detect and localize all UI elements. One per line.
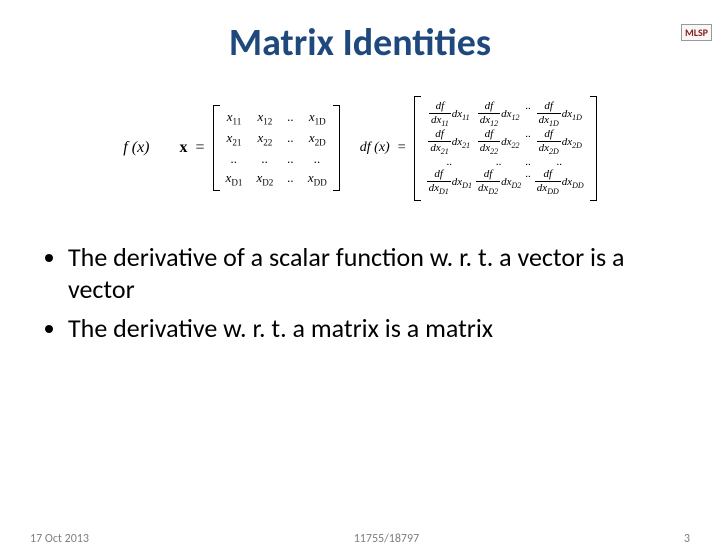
footer-date: 17 Oct 2013 <box>30 532 89 546</box>
slide-footer: 17 Oct 2013 11755/18797 3 <box>0 532 720 546</box>
footer-course: 11755/18797 <box>354 532 419 546</box>
matrix-cell: dfdx21dx21 <box>427 128 472 156</box>
matrix-cell: dfdx12dx12 <box>476 100 521 128</box>
matrix-cell: .. <box>427 156 472 168</box>
matrix-cell: .. <box>287 170 294 188</box>
bullet-item-2: The derivative w. r. t. a matrix is a ma… <box>68 312 680 345</box>
bullet-item-1: The derivative of a scalar function w. r… <box>68 241 680 306</box>
equation-x-matrix: f (x) x = x11 x12.. x1D x21 x22.. x2D........… <box>123 105 339 191</box>
matrix-cell: dfdxD1dxD1 <box>427 168 472 196</box>
matrix-cell: xDD <box>308 170 327 188</box>
matrix-cell: dfdx22dx22 <box>476 128 521 156</box>
matrix-cell: x1D <box>308 109 327 127</box>
matrix-cell: .. <box>287 130 294 148</box>
matrix-cell: .. <box>476 156 521 168</box>
equation-df-matrix: df (x) = dfdx11dx11dfdx12dx12..dfdx1Ddx1… <box>360 96 597 201</box>
matrix-cell: .. <box>226 151 243 167</box>
fx-label: f (x) <box>123 139 149 157</box>
x-matrix: x11 x12.. x1D x21 x22.. x2D........ xD1 xD2.. xD… <box>213 105 340 191</box>
matrix-cell: x12 <box>256 109 273 127</box>
matrix-cell: dfdx1Ddx1D <box>535 100 584 128</box>
matrix-cell: .. <box>308 151 327 167</box>
matrix-cell: .. <box>287 109 294 127</box>
df-matrix: dfdx11dx11dfdx12dx12..dfdx1Ddx1Ddfdx21dx… <box>414 96 597 201</box>
matrix-cell: .. <box>256 151 273 167</box>
logo-badge: MLSP <box>681 24 712 41</box>
dfx-label: df (x) <box>360 140 390 156</box>
matrix-cell: x22 <box>256 130 273 148</box>
matrix-cell: x21 <box>226 130 243 148</box>
matrix-cell: xD2 <box>256 170 273 188</box>
bullet-list: The derivative of a scalar function w. r… <box>40 241 680 345</box>
matrix-cell: dfdxD2dxD2 <box>476 168 521 196</box>
page-title: Matrix Identities <box>0 20 720 66</box>
footer-page-number: 3 <box>684 532 690 546</box>
matrix-cell: dfdx11dx11 <box>427 100 472 128</box>
equals-sign-1: = <box>196 139 205 157</box>
matrix-cell: xD1 <box>226 170 243 188</box>
equals-sign-2: = <box>398 140 406 156</box>
matrix-cell: .. <box>535 156 584 168</box>
matrix-cell: dfdx2Ddx2D <box>535 128 584 156</box>
matrix-cell: .. <box>525 128 531 156</box>
matrix-cell: .. <box>525 168 531 196</box>
matrix-cell: x11 <box>226 109 243 127</box>
equations-row: f (x) x = x11 x12.. x1D x21 x22.. x2D........… <box>20 96 700 201</box>
matrix-cell: x2D <box>308 130 327 148</box>
matrix-cell: .. <box>525 156 531 168</box>
x-symbol: x <box>180 139 188 157</box>
matrix-cell: .. <box>525 100 531 128</box>
matrix-cell: dfdxDDdxDD <box>535 168 584 196</box>
matrix-cell: .. <box>287 151 294 167</box>
